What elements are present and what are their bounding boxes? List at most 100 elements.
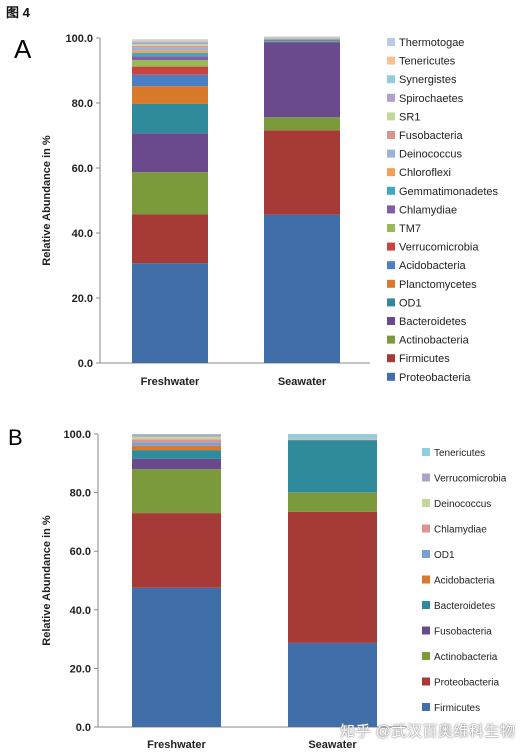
legend-label: Fusobacteria bbox=[434, 627, 492, 638]
legend-swatch bbox=[387, 261, 395, 270]
bar-segment-chlamydiae bbox=[132, 439, 221, 443]
bar-segment-acidobacteria bbox=[132, 74, 208, 87]
legend-label: OD1 bbox=[434, 550, 455, 561]
y-tick-label: 40.0 bbox=[70, 605, 91, 617]
legend-label: Gemmatimonadetes bbox=[399, 186, 499, 198]
legend-label: TM7 bbox=[399, 223, 421, 235]
bar-segment-actinobacteria bbox=[132, 469, 221, 514]
legend-swatch bbox=[422, 601, 430, 609]
legend-swatch bbox=[387, 131, 395, 139]
legend-label: Acidobacteria bbox=[399, 260, 467, 272]
legend-swatch bbox=[387, 354, 395, 363]
bar-segment-firmicutes bbox=[288, 642, 377, 727]
bar-segment-planctomycetes bbox=[132, 86, 208, 104]
legend-label: Proteobacteria bbox=[399, 372, 471, 384]
legend-swatch bbox=[422, 499, 430, 507]
bar-segment-bacteroidetes bbox=[132, 450, 221, 459]
bar-segment-thermotogae bbox=[132, 39, 208, 41]
bar-segment-od1 bbox=[132, 103, 208, 134]
legend-swatch bbox=[387, 224, 395, 232]
bar-segment-bacteroidetes bbox=[264, 42, 340, 118]
legend-swatch bbox=[387, 242, 395, 251]
bar-segment-spirochaetes bbox=[132, 42, 208, 45]
legend-swatch bbox=[387, 298, 395, 307]
legend-swatch bbox=[422, 677, 430, 686]
y-tick-label: 100.0 bbox=[63, 429, 91, 441]
legend-label: Proteobacteria bbox=[434, 678, 499, 689]
legend-label: Chloroflexi bbox=[399, 167, 451, 179]
y-tick-label: 100.0 bbox=[65, 33, 93, 45]
legend-label: Tenericutes bbox=[399, 56, 456, 68]
legend-swatch bbox=[387, 168, 395, 177]
legend-swatch bbox=[387, 186, 395, 195]
legend-swatch bbox=[422, 626, 430, 635]
legend-swatch bbox=[387, 93, 395, 102]
legend-label: Deinococcus bbox=[434, 499, 491, 510]
bar-segment-tm7 bbox=[132, 60, 208, 67]
bar-segment-tenericutes bbox=[132, 40, 208, 42]
bar-segment-deinococcus bbox=[132, 436, 221, 440]
legend-label: Bacteroidetes bbox=[434, 601, 495, 612]
bar-segment-proteobacteria bbox=[132, 513, 221, 588]
panel-letter: B bbox=[8, 425, 23, 450]
bar-segment-actinobacteria bbox=[264, 117, 340, 131]
legend-label: Actinobacteria bbox=[434, 652, 498, 663]
legend-label: Spirochaetes bbox=[399, 93, 464, 105]
y-tick-label: 80.0 bbox=[70, 488, 91, 500]
legend-label: Thermotogae bbox=[399, 37, 464, 49]
legend-label: Chlamydiae bbox=[399, 204, 457, 216]
legend-swatch bbox=[387, 372, 395, 381]
watermark: 知乎 @武汉百奥维科生物 bbox=[340, 723, 516, 740]
bar-segment-tenericutes bbox=[132, 434, 221, 435]
legend-label: Actinobacteria bbox=[399, 335, 470, 347]
legend-swatch bbox=[422, 652, 430, 660]
legend-label: Firmicutes bbox=[399, 353, 450, 365]
bar-segment-fusobacteria bbox=[132, 45, 208, 48]
bar-segment-actinobacteria bbox=[132, 172, 208, 215]
legend-swatch bbox=[387, 38, 395, 46]
legend-swatch bbox=[387, 56, 395, 65]
bar-segment-acidobacteria bbox=[264, 40, 340, 42]
legend-label: Tenericutes bbox=[434, 448, 485, 459]
bar-segment-proteobacteria bbox=[288, 511, 377, 643]
y-tick-label: 60.0 bbox=[72, 163, 93, 175]
legend-swatch bbox=[422, 448, 430, 456]
bar-segment-verrucomicrobia bbox=[132, 434, 221, 437]
legend-swatch bbox=[387, 112, 395, 121]
bar-segment-sr1 bbox=[132, 44, 208, 46]
y-tick-label: 80.0 bbox=[72, 98, 93, 110]
x-category-label: Freshwater bbox=[147, 739, 206, 751]
legend-swatch bbox=[387, 75, 395, 84]
legend-label: Planctomycetes bbox=[399, 279, 477, 291]
y-tick-label: 20.0 bbox=[70, 663, 91, 675]
legend-swatch bbox=[387, 279, 395, 288]
legend-swatch bbox=[422, 524, 430, 533]
bar-segment-tenericutes bbox=[288, 434, 377, 439]
bar-segment-synergistes bbox=[132, 41, 208, 43]
y-tick-label: 0.0 bbox=[76, 722, 91, 734]
legend-label: Bacteroidetes bbox=[399, 316, 467, 328]
bar-segment-bacteroidetes bbox=[132, 133, 208, 173]
legend-label: Deinococcus bbox=[399, 149, 462, 161]
legend-label: Verrucomicrobia bbox=[399, 242, 479, 254]
bar-segment-deinococcus bbox=[132, 47, 208, 51]
legend-swatch bbox=[422, 473, 430, 482]
y-axis-label: Relative Abundance in % bbox=[41, 515, 53, 646]
bar-segment-fusobacteria bbox=[132, 458, 221, 470]
bar-segment-proteobacteria bbox=[132, 263, 208, 363]
figure-label: 图 4 bbox=[6, 5, 30, 20]
bar-segment-bacteroidetes bbox=[288, 440, 377, 493]
legend-swatch bbox=[422, 575, 430, 584]
legend-label: Synergistes bbox=[399, 74, 457, 86]
y-axis-label: Relative Abundance in % bbox=[41, 135, 53, 266]
bar-segment-od1 bbox=[264, 41, 340, 43]
legend-swatch bbox=[422, 703, 430, 711]
panel-letter: A bbox=[14, 34, 32, 64]
legend-label: Firmicutes bbox=[434, 703, 480, 714]
bar-segment-firmicutes bbox=[264, 130, 340, 215]
bar-segment-gemmatimonadetes bbox=[132, 52, 208, 57]
y-tick-label: 60.0 bbox=[70, 546, 91, 558]
y-tick-label: 20.0 bbox=[72, 293, 93, 305]
legend-label: SR1 bbox=[399, 111, 420, 123]
